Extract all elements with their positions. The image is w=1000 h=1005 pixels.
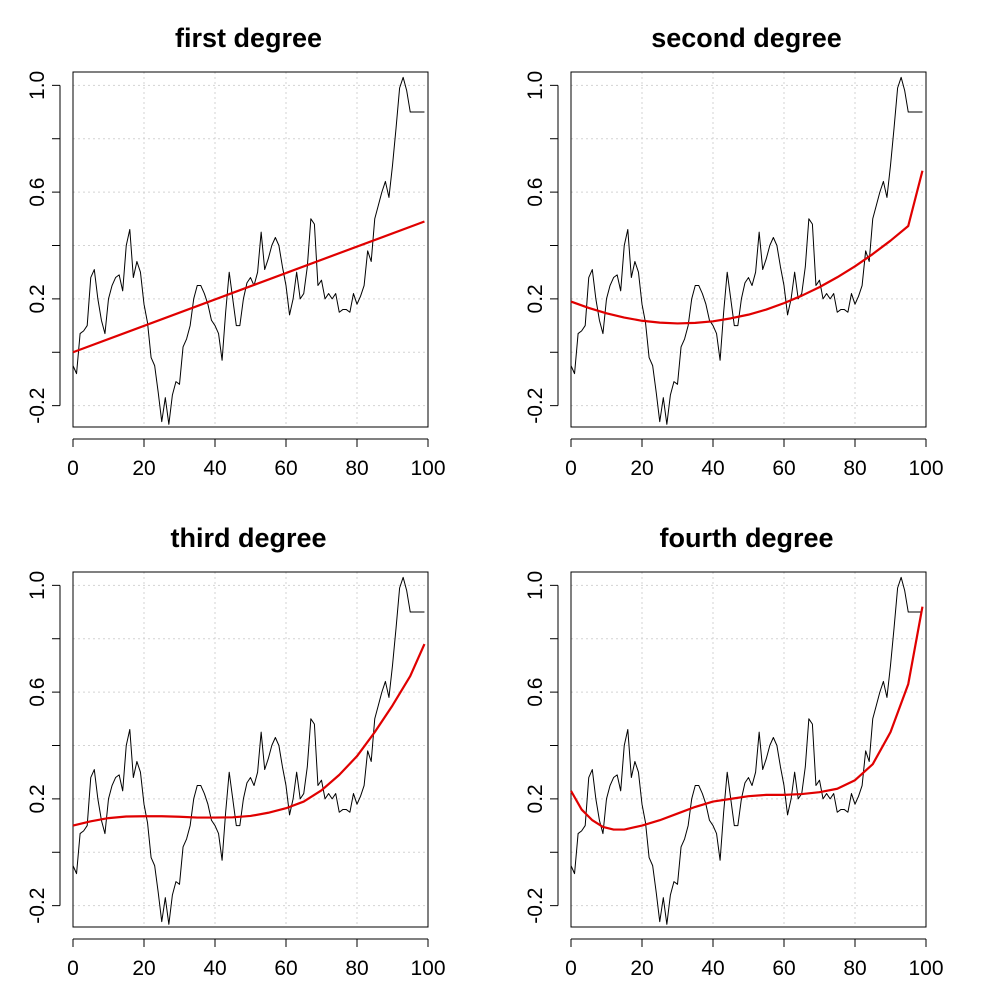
plot-frame — [570, 71, 927, 428]
x-tick-label: 60 — [772, 957, 795, 980]
y-tick-label: -0.2 — [26, 888, 49, 924]
fitted-curve — [72, 643, 426, 827]
x-tick-label: 80 — [843, 957, 866, 980]
y-tick-label: 1.0 — [26, 71, 49, 100]
chart-title: second degree — [651, 23, 842, 53]
x-tick-label: 100 — [410, 457, 445, 480]
chart-panel: second degree 0 20 40 60 80 100 -0.2 0.2 0.6 1.0 — [524, 23, 944, 480]
x-tick-label: 40 — [701, 457, 724, 480]
y-tick-label: -0.2 — [524, 388, 547, 424]
y-tick-label: 0.2 — [26, 284, 49, 313]
y-tick-label: 1.0 — [26, 571, 49, 600]
chart-panel: third degree 0 20 40 60 80 100 -0.2 0.2 0.6 1.0 — [26, 523, 446, 980]
x-tick-label: 20 — [132, 457, 155, 480]
x-tick-label: 80 — [345, 457, 368, 480]
y-tick-label: 1.0 — [524, 571, 547, 600]
chart-title: third degree — [170, 523, 326, 553]
x-tick-label: 100 — [410, 957, 445, 980]
fitted-curve — [72, 220, 425, 354]
chart-title: fourth degree — [659, 523, 833, 553]
x-tick-label: 80 — [345, 957, 368, 980]
fitted-curve — [570, 606, 924, 831]
y-tick-label: -0.2 — [524, 888, 547, 924]
x-tick-label: 20 — [132, 957, 155, 980]
x-tick-label: 40 — [203, 457, 226, 480]
y-tick-label: 0.2 — [524, 284, 547, 313]
x-tick-label: 40 — [203, 957, 226, 980]
x-tick-label: 20 — [630, 957, 653, 980]
observed-series-line — [570, 76, 923, 425]
x-tick-label: 0 — [565, 457, 577, 480]
observed-series-line — [570, 576, 923, 925]
y-tick-label: 0.2 — [524, 784, 547, 813]
x-tick-label: 100 — [908, 957, 943, 980]
observed-series-line — [72, 576, 425, 925]
x-tick-label: 20 — [630, 457, 653, 480]
chart-title: first degree — [175, 23, 322, 53]
x-tick-label: 0 — [565, 957, 577, 980]
x-tick-label: 60 — [772, 457, 795, 480]
y-tick-label: 0.6 — [26, 678, 49, 707]
y-tick-label: 0.6 — [524, 178, 547, 207]
fitted-curve — [570, 170, 924, 325]
y-tick-label: 1.0 — [524, 71, 547, 100]
chart-panel: first degree 0 20 40 60 80 100 -0.2 0.2 0.6 1.0 — [26, 23, 446, 480]
plot-frame — [72, 571, 429, 928]
x-tick-label: 40 — [701, 957, 724, 980]
y-tick-label: 0.6 — [26, 178, 49, 207]
y-tick-label: -0.2 — [26, 388, 49, 424]
plot-frame — [570, 571, 927, 928]
y-tick-label: 0.2 — [26, 784, 49, 813]
chart-panel: fourth degree 0 20 40 60 80 100 -0.2 0.2 0.6 1.0 — [524, 523, 944, 980]
x-tick-label: 0 — [67, 957, 79, 980]
observed-series-line — [72, 76, 425, 425]
x-tick-label: 80 — [843, 457, 866, 480]
y-tick-label: 0.6 — [524, 678, 547, 707]
x-tick-label: 60 — [274, 457, 297, 480]
x-tick-label: 60 — [274, 957, 297, 980]
x-tick-label: 0 — [67, 457, 79, 480]
x-tick-label: 100 — [908, 457, 943, 480]
plot-frame — [72, 71, 429, 428]
